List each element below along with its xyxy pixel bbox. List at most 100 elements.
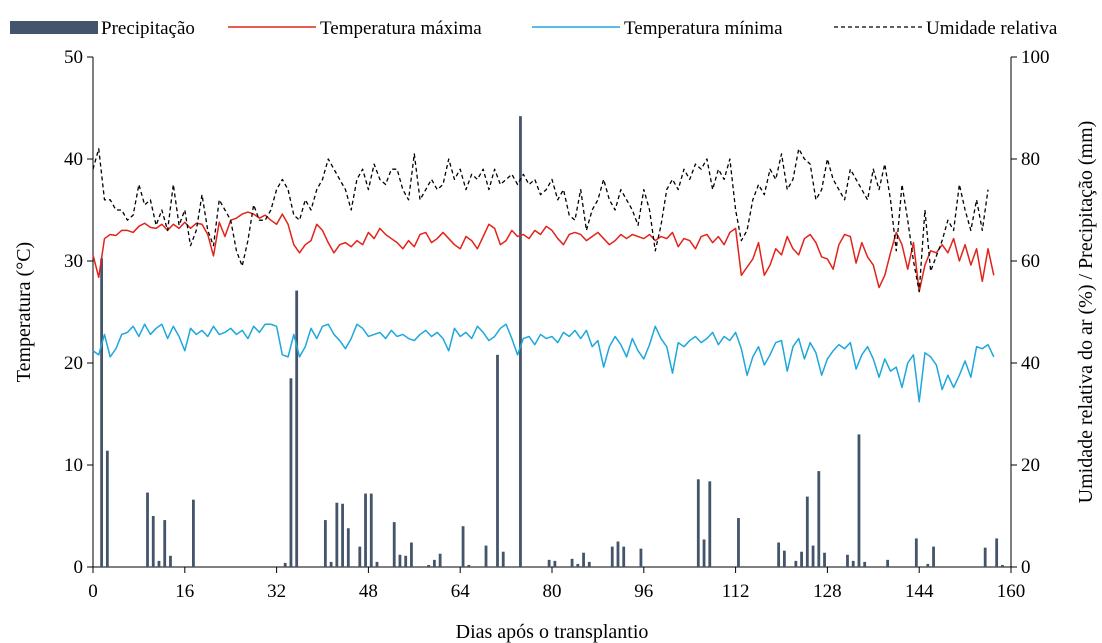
legend-swatch-precipitacao <box>10 21 98 34</box>
precipitation-bar <box>811 545 815 567</box>
x-tick-label: 80 <box>543 581 562 602</box>
precipitation-bar <box>467 564 471 567</box>
precipitation-bar <box>696 479 700 567</box>
y-right-tick-label: 100 <box>1021 47 1050 68</box>
x-axis-title: Dias após o transplantio <box>456 621 649 643</box>
precipitation-bar <box>914 538 918 567</box>
precipitation-bar <box>547 559 551 567</box>
y-right-tick-label: 60 <box>1021 251 1040 272</box>
precipitation-bar <box>851 560 855 567</box>
legend-label-umidade: Umidade relativa <box>926 18 1058 39</box>
precipitation-bar <box>863 561 867 567</box>
precipitation-bar <box>823 552 826 567</box>
precipitation-bar <box>639 548 643 567</box>
precipitation-bar <box>496 354 499 567</box>
precipitation-bar <box>501 551 505 567</box>
precipitation-bar <box>100 258 104 567</box>
x-tick-label: 64 <box>451 581 471 602</box>
precipitation-bar <box>295 290 299 567</box>
precipitation-bar <box>364 493 367 567</box>
precipitation-bar <box>708 481 712 567</box>
precipitation-bar <box>484 545 488 567</box>
precipitation-bar <box>519 116 522 567</box>
precipitation-bar <box>341 503 344 567</box>
x-tick-label: 112 <box>722 581 750 602</box>
x-tick-label: 0 <box>88 581 98 602</box>
x-tick-label: 96 <box>634 581 653 602</box>
precipitation-bar <box>1000 564 1004 567</box>
x-axis-ticks: 0 16 32 48 64 80 96 112 128 144 160 <box>88 567 1025 602</box>
y-left-tick-label: 50 <box>64 47 83 68</box>
precipitation-bar <box>817 471 821 567</box>
precipitation-bar <box>932 546 935 567</box>
y-right-tick-label: 40 <box>1021 353 1040 374</box>
precipitation-bar <box>410 542 413 567</box>
precipitation-bar <box>283 562 287 567</box>
precipitation-bar <box>777 542 781 567</box>
precipitation-bar <box>151 516 155 567</box>
y-right-tick-label: 80 <box>1021 149 1040 170</box>
legend-label-temp-min: Temperatura mínima <box>624 18 783 39</box>
precipitation-bar <box>576 563 580 567</box>
precipitation-bar <box>323 520 327 567</box>
precipitation-bar <box>404 555 408 567</box>
precipitation-bar <box>335 502 339 567</box>
precipitation-bar <box>146 492 149 567</box>
legend-label-temp-max: Temperatura máxima <box>320 18 482 39</box>
precipitation-bar <box>461 526 465 567</box>
y-right-tick-label: 0 <box>1021 557 1031 578</box>
precipitation-bar <box>857 434 861 567</box>
precipitation-bar <box>169 555 172 567</box>
precipitation-bar <box>587 561 591 567</box>
y-left-tick-label: 40 <box>64 149 83 170</box>
precipitation-bar <box>926 563 930 567</box>
precipitation-bar <box>582 552 585 567</box>
precipitation-bar <box>192 499 195 567</box>
y-left-tick-label: 30 <box>64 251 83 272</box>
y-left-tick-label: 20 <box>64 353 83 374</box>
precipitation-bar <box>737 518 740 567</box>
precipitation-bar <box>846 554 849 567</box>
precipitation-bar <box>346 528 350 567</box>
precipitation-bar <box>358 546 362 567</box>
precipitation-bar <box>432 559 436 567</box>
series-lines <box>92 148 995 403</box>
y-axis-title-right: Umidade relativa do ar (%) / Precipitaçã… <box>1075 121 1097 504</box>
precipitation-bar <box>800 551 803 567</box>
x-tick-label: 32 <box>267 581 286 602</box>
x-tick-label: 16 <box>175 581 194 602</box>
precipitation-bar <box>392 522 396 567</box>
x-tick-label: 128 <box>813 581 842 602</box>
right-axis-ticks: 0 20 40 60 80 100 <box>1011 47 1050 578</box>
precipitation-bars <box>100 116 1004 567</box>
y-axis-title-left: Temperatura (°C) <box>13 242 35 382</box>
temp-max-line <box>92 211 995 293</box>
precipitation-bar <box>794 560 798 567</box>
precipitation-bar <box>983 547 987 567</box>
precipitation-bar <box>289 378 293 567</box>
legend: Precipitação Temperatura máxima Temperat… <box>10 18 1058 39</box>
precipitation-bar <box>995 538 999 567</box>
precipitation-bar <box>369 493 373 567</box>
precipitation-bar <box>398 554 402 567</box>
axes <box>92 57 1012 568</box>
left-axis-ticks: 0 10 20 30 40 50 <box>64 47 93 578</box>
precipitation-bar <box>570 558 574 567</box>
precipitation-bar <box>157 560 161 567</box>
precipitation-bar <box>553 560 557 567</box>
y-left-tick-label: 0 <box>74 557 84 578</box>
precipitation-bar <box>329 561 333 567</box>
precipitation-bar <box>782 550 786 567</box>
y-left-tick-label: 10 <box>64 455 83 476</box>
x-tick-label: 48 <box>359 581 378 602</box>
precipitation-bar <box>105 450 109 567</box>
legend-label-precipitacao: Precipitação <box>101 18 195 39</box>
precipitation-bar <box>163 520 167 567</box>
precipitation-bar <box>610 546 614 567</box>
x-tick-label: 144 <box>905 581 934 602</box>
umidade-line <box>92 148 989 293</box>
temp-min-line <box>92 323 995 403</box>
precipitation-bar <box>375 561 379 567</box>
